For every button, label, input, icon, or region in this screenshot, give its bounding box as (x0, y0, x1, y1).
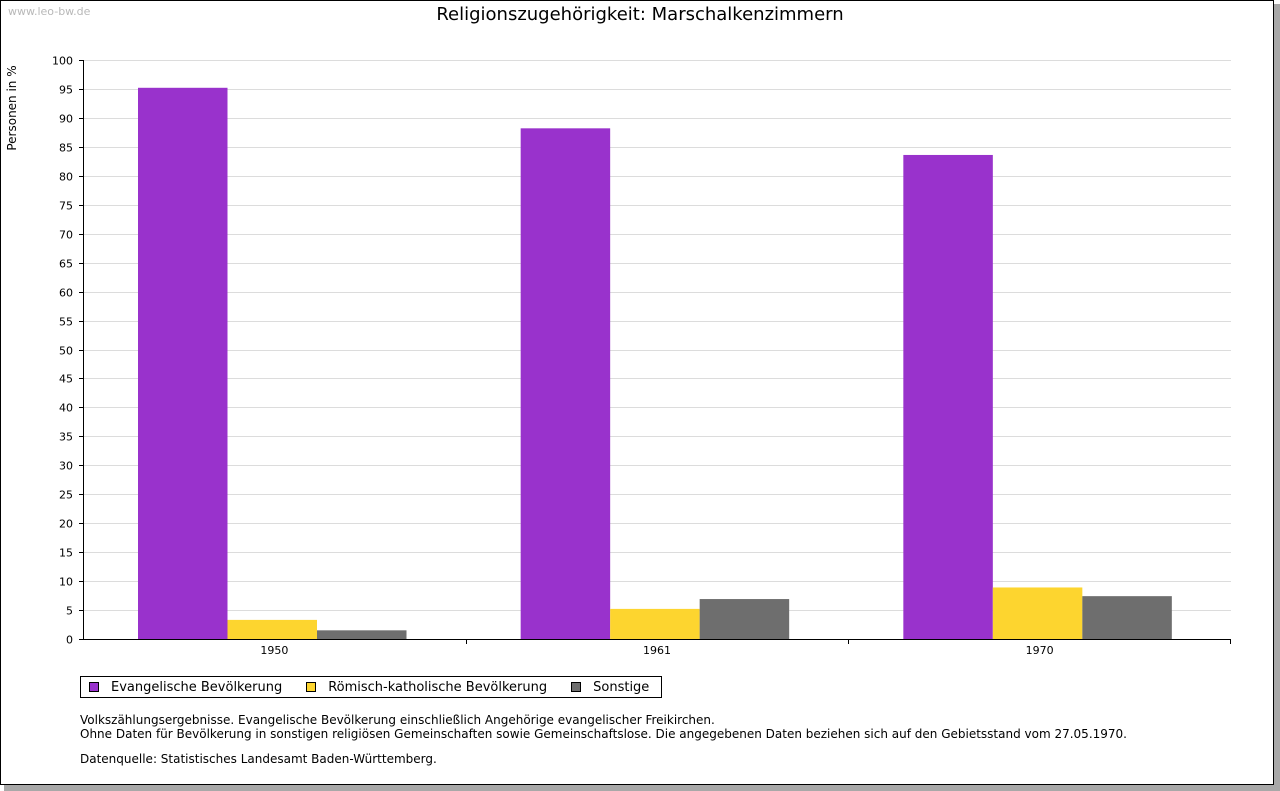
bar (992, 587, 1083, 639)
y-tick-label: 10 (59, 576, 73, 589)
chart-title: Religionszugehörigkeit: Marschalkenzimme… (436, 4, 844, 25)
y-tick-label: 25 (59, 489, 73, 502)
legend-label: Sonstige (593, 679, 650, 695)
y-tick-label: 85 (59, 142, 73, 155)
y-tick-label: 55 (59, 316, 73, 329)
y-tick-label: 60 (59, 287, 73, 300)
bar (317, 630, 407, 639)
frame-shadow-bottom (4, 785, 1280, 791)
y-tick-label: 100 (52, 55, 73, 68)
bar (610, 608, 700, 639)
y-tick-label: 40 (59, 402, 73, 415)
y-tick-label: 80 (59, 171, 73, 184)
y-tick-label: 5 (66, 605, 73, 618)
x-tick-label: 1950 (260, 644, 288, 657)
data-source: Datenquelle: Statistisches Landesamt Bad… (80, 752, 437, 766)
watermark: www.leo-bw.de (8, 5, 91, 18)
y-tick-label: 15 (59, 547, 73, 560)
x-tick-label: 1970 (1026, 644, 1054, 657)
y-tick-label: 90 (59, 113, 73, 126)
legend-label: Evangelische Bevölkerung (111, 679, 283, 695)
y-tick-label: 0 (66, 634, 73, 647)
note-line: Volkszählungsergebnisse. Evangelische Be… (80, 713, 715, 727)
legend-item-evangelisch: Evangelische Bevölkerung (89, 680, 282, 695)
frame-shadow-right (1274, 4, 1280, 791)
legend-swatch (571, 682, 582, 692)
x-tick-label: 1961 (643, 644, 671, 657)
bar (138, 87, 228, 640)
bar (1082, 596, 1172, 639)
y-tick-label: 50 (59, 345, 73, 358)
bar (903, 154, 993, 639)
y-tick-label: 35 (59, 431, 73, 444)
y-tick-label: 20 (59, 518, 73, 531)
y-tick-label: 95 (59, 84, 73, 97)
bar (699, 599, 790, 639)
legend-item-katholisch: Römisch-katholische Bevölkerung (306, 680, 547, 695)
legend-item-sonstige: Sonstige (571, 680, 649, 695)
legend: Evangelische Bevölkerung Römisch-katholi… (80, 676, 663, 698)
legend-label: Römisch-katholische Bevölkerung (328, 679, 548, 695)
bar (520, 128, 611, 639)
y-tick-label: 75 (59, 200, 73, 213)
bar (227, 619, 317, 639)
note-line: Ohne Daten für Bevölkerung in sonstigen … (80, 727, 1127, 741)
y-tick-label: 45 (59, 373, 73, 386)
legend-swatch (306, 682, 317, 692)
y-tick-label: 30 (59, 460, 73, 473)
chart-notes: Volkszählungsergebnisse. Evangelische Be… (80, 713, 1127, 741)
legend-swatch (89, 682, 99, 692)
y-tick-label: 65 (59, 258, 73, 271)
y-tick-label: 70 (59, 229, 73, 242)
